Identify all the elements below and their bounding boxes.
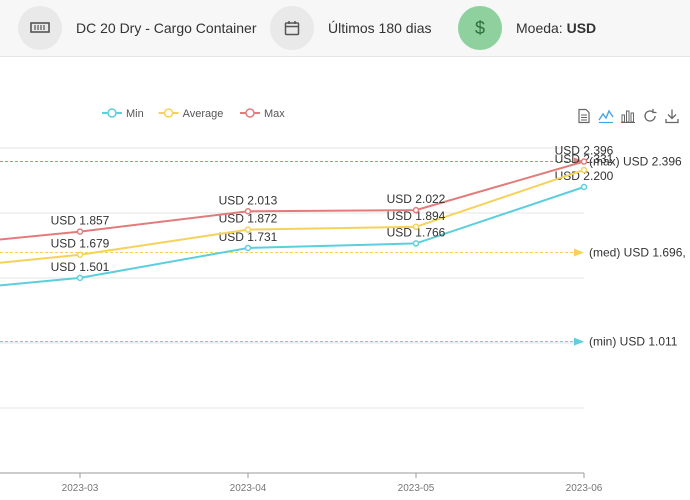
markline-arrow-min (574, 337, 584, 346)
data-view-icon[interactable] (576, 108, 592, 124)
data-point-max (76, 228, 84, 235)
currency-filter[interactable]: $ Moeda: USD (458, 6, 596, 50)
x-tick-label: 2023-06 (566, 483, 603, 494)
data-point-average (244, 226, 252, 233)
legend-label-max: Max (264, 108, 285, 120)
data-point-max (580, 158, 588, 165)
bar-chart-icon[interactable] (620, 108, 636, 124)
line-chart-icon[interactable] (598, 108, 614, 124)
data-label-min: USD 1.766 (387, 225, 446, 239)
chart-toolbox (576, 108, 680, 124)
calendar-icon (270, 6, 314, 50)
restore-icon[interactable] (642, 108, 658, 124)
legend-marker-min (107, 108, 117, 118)
data-label-average: USD 1.872 (219, 212, 278, 226)
legend-label-average: Average (183, 108, 224, 120)
data-label-min: USD 2.200 (555, 169, 614, 183)
data-point-max (412, 206, 420, 214)
x-tick-label: 2023-05 (398, 483, 435, 494)
currency-label: Moeda: (516, 20, 563, 36)
save-image-icon[interactable] (664, 108, 680, 124)
data-point-max (244, 208, 252, 215)
markline-label-average: (med) USD 1.696, (589, 246, 686, 260)
filter-bar: DC 20 Dry - Cargo Container Últimos 180 … (0, 0, 690, 57)
data-point-min (412, 240, 420, 247)
data-label-max: USD 2.013 (219, 193, 278, 207)
x-tick-label: 2023-04 (230, 483, 267, 494)
data-label-max: USD 2.396 (555, 144, 614, 158)
dollar-icon: $ (458, 6, 502, 50)
legend-label-min: Min (126, 108, 144, 120)
data-label-max: USD 1.857 (51, 214, 110, 228)
data-label-min: USD 1.501 (51, 260, 110, 274)
container-filter[interactable]: DC 20 Dry - Cargo Container (18, 6, 257, 50)
currency-value: USD (566, 20, 597, 36)
data-point-min (76, 274, 84, 282)
data-point-min (244, 244, 252, 252)
x-axis: 2023-03 2023-04 2023-05 2023-06 (62, 473, 603, 494)
legend-marker-average (163, 108, 174, 118)
price-chart: Min Average Max (max) USD 2.396 (med) USD 1… (0, 108, 686, 494)
period-label: Últimos 180 dias (328, 20, 432, 36)
data-point-average (76, 251, 84, 258)
mark-lines: (max) USD 2.396 (med) USD 1.696, (min) USD… (0, 155, 686, 349)
data-point-average (412, 223, 420, 231)
period-filter[interactable]: Últimos 180 dias (270, 6, 432, 50)
markline-label-max: (max) USD 2.396 (589, 155, 682, 169)
data-label-average: USD 1.679 (51, 237, 110, 251)
data-label-average: USD 1.894 (387, 209, 446, 223)
data-label-max: USD 2.022 (387, 192, 446, 206)
data-label-min: USD 1.731 (219, 230, 278, 244)
chart-grid (0, 147, 584, 474)
legend-marker-max (245, 108, 255, 118)
container-label: DC 20 Dry - Cargo Container (76, 20, 257, 36)
container-icon (18, 6, 62, 50)
x-tick-label: 2023-03 (62, 483, 99, 494)
markline-label-min: (min) USD 1.011 (589, 335, 678, 349)
data-point-average (580, 166, 588, 174)
chart-legend: Min Average Max (102, 108, 285, 120)
data-point-min (580, 183, 588, 191)
series-line-max (0, 160, 585, 241)
chart-series: USD 1.501 USD 1.731 USD 1.766 USD 2.200 USD … (0, 144, 614, 287)
markline-arrow-average (574, 248, 584, 257)
